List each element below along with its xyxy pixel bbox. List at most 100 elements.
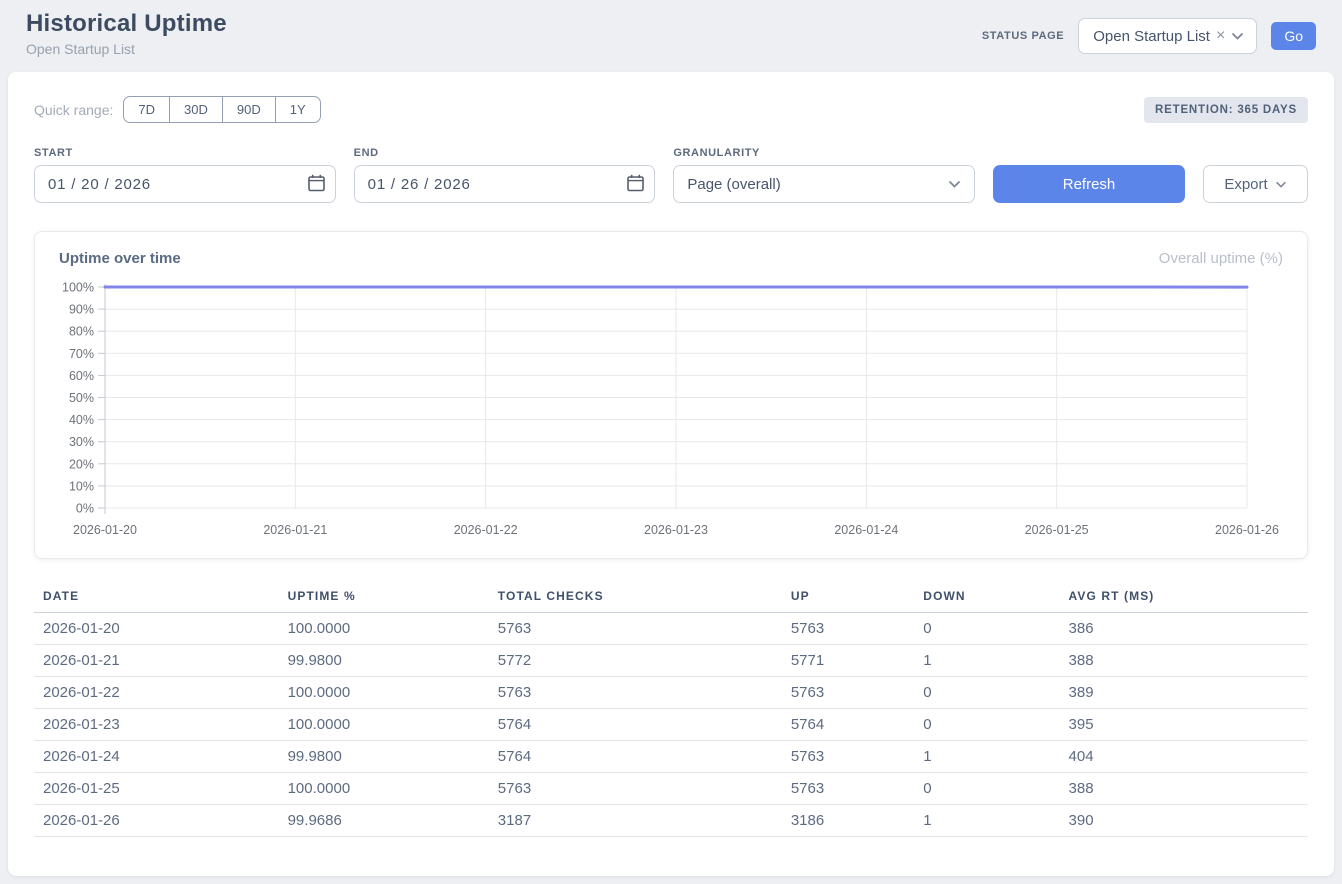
granularity-select[interactable]: Page (overall) xyxy=(673,165,975,203)
column-header: AVG RT (MS) xyxy=(1060,585,1308,613)
table-row: 2026-01-20100.0000576357630386 xyxy=(34,613,1308,645)
table-cell: 5764 xyxy=(489,709,782,741)
svg-text:70%: 70% xyxy=(69,347,94,361)
table-cell: 5772 xyxy=(489,645,782,677)
table-cell: 5764 xyxy=(782,709,914,741)
filter-fields-row: START END GRANULARITY Page (overall) Ref… xyxy=(34,147,1308,203)
quick-range-row: Quick range: 7D30D90D1Y RETENTION: 365 D… xyxy=(34,96,1308,123)
end-date-input[interactable] xyxy=(354,165,656,203)
go-button[interactable]: Go xyxy=(1271,22,1316,50)
main-card: Quick range: 7D30D90D1Y RETENTION: 365 D… xyxy=(8,72,1334,876)
column-header: UP xyxy=(782,585,914,613)
chevron-down-icon xyxy=(948,180,961,188)
table-row: 2026-01-2499.9800576457631404 xyxy=(34,741,1308,773)
clear-selection-icon[interactable]: × xyxy=(1216,28,1225,44)
svg-text:100%: 100% xyxy=(62,281,94,295)
table-cell: 5763 xyxy=(782,741,914,773)
calendar-icon[interactable] xyxy=(627,174,644,192)
svg-text:10%: 10% xyxy=(69,479,94,493)
page-subtitle: Open Startup List xyxy=(26,41,227,57)
table-cell: 5763 xyxy=(489,773,782,805)
status-page-select-value: Open Startup List xyxy=(1093,28,1210,45)
table-cell: 2026-01-21 xyxy=(34,645,279,677)
export-button[interactable]: Export xyxy=(1203,165,1308,203)
granularity-field: GRANULARITY Page (overall) xyxy=(673,147,975,203)
uptime-table: DATEUPTIME %TOTAL CHECKSUPDOWNAVG RT (MS… xyxy=(34,585,1308,837)
table-cell: 0 xyxy=(914,677,1059,709)
title-block: Historical Uptime Open Startup List xyxy=(26,10,227,57)
svg-text:2026-01-23: 2026-01-23 xyxy=(644,523,708,537)
table-row: 2026-01-22100.0000576357630389 xyxy=(34,677,1308,709)
column-header: DOWN xyxy=(914,585,1059,613)
calendar-icon[interactable] xyxy=(308,174,325,192)
table-header-row: DATEUPTIME %TOTAL CHECKSUPDOWNAVG RT (MS… xyxy=(34,585,1308,613)
table-cell: 390 xyxy=(1060,805,1308,837)
table-cell: 5764 xyxy=(489,741,782,773)
svg-text:90%: 90% xyxy=(69,303,94,317)
svg-text:40%: 40% xyxy=(69,413,94,427)
granularity-select-value: Page (overall) xyxy=(687,176,780,193)
table-cell: 2026-01-24 xyxy=(34,741,279,773)
column-header: TOTAL CHECKS xyxy=(489,585,782,613)
svg-text:2026-01-24: 2026-01-24 xyxy=(834,523,898,537)
table-cell: 100.0000 xyxy=(279,677,489,709)
table-cell: 0 xyxy=(914,709,1059,741)
table-row: 2026-01-25100.0000576357630388 xyxy=(34,773,1308,805)
svg-text:60%: 60% xyxy=(69,369,94,383)
table-cell: 2026-01-25 xyxy=(34,773,279,805)
quick-range-button-30d[interactable]: 30D xyxy=(169,96,223,123)
status-page-select[interactable]: Open Startup List × xyxy=(1078,18,1257,54)
svg-text:20%: 20% xyxy=(69,457,94,471)
end-date-label: END xyxy=(354,147,656,159)
table-cell: 0 xyxy=(914,773,1059,805)
table-row: 2026-01-23100.0000576457640395 xyxy=(34,709,1308,741)
table-cell: 99.9800 xyxy=(279,645,489,677)
table-cell: 395 xyxy=(1060,709,1308,741)
quick-range-button-90d[interactable]: 90D xyxy=(222,96,276,123)
table-cell: 100.0000 xyxy=(279,709,489,741)
uptime-line-chart: 0%10%20%30%40%50%60%70%80%90%100%2026-01… xyxy=(59,277,1283,541)
table-cell: 5763 xyxy=(782,613,914,645)
export-button-label: Export xyxy=(1224,176,1267,193)
svg-text:2026-01-26: 2026-01-26 xyxy=(1215,523,1279,537)
table-cell: 5763 xyxy=(782,773,914,805)
chevron-down-icon xyxy=(1275,181,1287,188)
table-row: 2026-01-2699.9686318731861390 xyxy=(34,805,1308,837)
end-date-field: END xyxy=(354,147,656,203)
page-title: Historical Uptime xyxy=(26,10,227,38)
start-date-input[interactable] xyxy=(34,165,336,203)
table-cell: 404 xyxy=(1060,741,1308,773)
table-cell: 2026-01-26 xyxy=(34,805,279,837)
table-cell: 1 xyxy=(914,741,1059,773)
svg-text:0%: 0% xyxy=(76,502,94,516)
column-header: DATE xyxy=(34,585,279,613)
table-cell: 5763 xyxy=(489,677,782,709)
table-cell: 2026-01-22 xyxy=(34,677,279,709)
svg-text:50%: 50% xyxy=(69,391,94,405)
table-cell: 5771 xyxy=(782,645,914,677)
svg-text:80%: 80% xyxy=(69,325,94,339)
quick-range-button-1y[interactable]: 1Y xyxy=(275,96,321,123)
table-cell: 2026-01-20 xyxy=(34,613,279,645)
table-cell: 388 xyxy=(1060,645,1308,677)
quick-range-button-7d[interactable]: 7D xyxy=(123,96,170,123)
table-cell: 1 xyxy=(914,805,1059,837)
start-date-field: START xyxy=(34,147,336,203)
svg-text:2026-01-25: 2026-01-25 xyxy=(1025,523,1089,537)
table-cell: 5763 xyxy=(489,613,782,645)
chart-title: Uptime over time xyxy=(59,250,181,267)
refresh-button[interactable]: Refresh xyxy=(993,165,1185,203)
table-cell: 5763 xyxy=(782,677,914,709)
status-page-controls: STATUS PAGE Open Startup List × Go xyxy=(982,18,1316,54)
table-row: 2026-01-2199.9800577257711388 xyxy=(34,645,1308,677)
status-page-label: STATUS PAGE xyxy=(982,30,1064,42)
chart-card: Uptime over time Overall uptime (%) 0%10… xyxy=(34,231,1308,559)
chevron-down-icon xyxy=(1231,32,1244,40)
start-date-label: START xyxy=(34,147,336,159)
table-cell: 99.9800 xyxy=(279,741,489,773)
table-cell: 389 xyxy=(1060,677,1308,709)
granularity-label: GRANULARITY xyxy=(673,147,975,159)
table-cell: 3187 xyxy=(489,805,782,837)
quick-range-label: Quick range: xyxy=(34,102,113,118)
table-cell: 386 xyxy=(1060,613,1308,645)
